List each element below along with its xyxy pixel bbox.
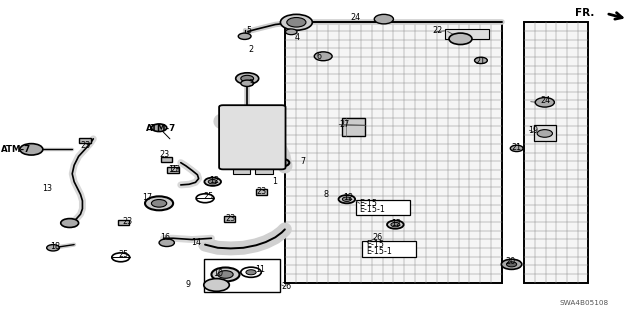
- Circle shape: [374, 14, 394, 24]
- Text: FR.: FR.: [575, 8, 595, 19]
- Text: 26: 26: [282, 282, 292, 291]
- Bar: [445, 29, 489, 39]
- Text: 25: 25: [204, 192, 214, 202]
- Text: 17: 17: [143, 193, 152, 202]
- Text: 23: 23: [170, 165, 180, 174]
- Circle shape: [314, 52, 332, 61]
- Circle shape: [152, 199, 167, 207]
- Circle shape: [474, 57, 487, 63]
- Bar: [362, 241, 417, 257]
- Text: 6: 6: [317, 52, 322, 61]
- FancyBboxPatch shape: [219, 105, 285, 169]
- Circle shape: [159, 239, 174, 247]
- Text: 25: 25: [119, 250, 129, 259]
- Bar: [204, 259, 280, 292]
- Circle shape: [208, 180, 217, 184]
- Circle shape: [246, 270, 256, 275]
- Circle shape: [339, 195, 355, 203]
- Circle shape: [280, 14, 312, 30]
- Text: 24: 24: [351, 13, 361, 22]
- Text: 27: 27: [339, 120, 349, 129]
- Circle shape: [218, 271, 233, 278]
- Circle shape: [285, 29, 297, 35]
- Circle shape: [204, 178, 221, 186]
- Bar: [64, 220, 76, 226]
- Text: 19: 19: [528, 126, 538, 135]
- Bar: [232, 167, 250, 174]
- Circle shape: [223, 119, 238, 126]
- Bar: [356, 200, 410, 215]
- Circle shape: [241, 80, 253, 86]
- Circle shape: [204, 278, 229, 291]
- Bar: [255, 189, 267, 195]
- Text: ATM-7: ATM-7: [147, 124, 177, 133]
- Text: 23: 23: [122, 217, 132, 226]
- Text: 23: 23: [225, 214, 236, 223]
- Text: E-15: E-15: [360, 199, 378, 208]
- Circle shape: [387, 220, 404, 229]
- Circle shape: [211, 268, 239, 281]
- Bar: [285, 22, 502, 283]
- Bar: [161, 157, 173, 162]
- Circle shape: [241, 75, 253, 82]
- Circle shape: [506, 262, 516, 267]
- Bar: [255, 167, 273, 174]
- Text: 15: 15: [168, 165, 178, 174]
- Circle shape: [20, 144, 43, 155]
- Text: 1: 1: [272, 177, 277, 186]
- Text: 13: 13: [42, 184, 52, 193]
- Circle shape: [61, 219, 79, 227]
- Circle shape: [236, 73, 259, 84]
- Text: 23: 23: [256, 187, 266, 196]
- Text: 7: 7: [301, 157, 306, 166]
- Circle shape: [537, 130, 552, 137]
- Circle shape: [510, 145, 523, 152]
- Circle shape: [391, 222, 400, 227]
- Text: 12: 12: [392, 219, 402, 227]
- Text: 18: 18: [51, 242, 61, 251]
- Text: 12: 12: [209, 176, 219, 185]
- Circle shape: [274, 159, 289, 167]
- Circle shape: [449, 33, 472, 45]
- Bar: [524, 22, 588, 283]
- Text: ATM-7: ATM-7: [1, 145, 31, 154]
- Text: 4: 4: [294, 33, 300, 42]
- Circle shape: [501, 259, 522, 269]
- Text: 5: 5: [246, 26, 252, 35]
- Text: 3: 3: [248, 79, 253, 88]
- Text: SWA4B05108: SWA4B05108: [559, 300, 609, 306]
- Text: E-15-1: E-15-1: [366, 247, 392, 256]
- Text: 24: 24: [540, 96, 550, 105]
- Bar: [79, 137, 91, 143]
- Text: 10: 10: [212, 269, 223, 278]
- Text: 12: 12: [343, 193, 353, 202]
- Text: 8: 8: [323, 190, 328, 199]
- Text: 26: 26: [372, 233, 383, 242]
- Text: E-15: E-15: [366, 240, 384, 249]
- Bar: [342, 118, 365, 136]
- Text: 11: 11: [255, 264, 265, 274]
- Text: 23: 23: [159, 150, 169, 159]
- Circle shape: [342, 197, 351, 201]
- Text: 23: 23: [81, 141, 91, 150]
- Circle shape: [238, 33, 251, 40]
- Text: E-15-1: E-15-1: [360, 205, 385, 214]
- Bar: [168, 167, 179, 173]
- Circle shape: [287, 18, 306, 27]
- Bar: [118, 219, 129, 225]
- Text: 21: 21: [475, 57, 485, 66]
- Text: 2: 2: [248, 45, 253, 55]
- Circle shape: [47, 245, 60, 251]
- Text: 22: 22: [433, 26, 443, 35]
- Circle shape: [152, 124, 167, 131]
- Text: 20: 20: [505, 257, 515, 266]
- Text: 21: 21: [511, 143, 522, 152]
- Text: 16: 16: [161, 233, 170, 242]
- Bar: [223, 216, 235, 222]
- Circle shape: [535, 98, 554, 107]
- Circle shape: [145, 196, 173, 210]
- Text: 9: 9: [186, 280, 191, 289]
- Text: 14: 14: [191, 238, 201, 247]
- Bar: [534, 125, 556, 141]
